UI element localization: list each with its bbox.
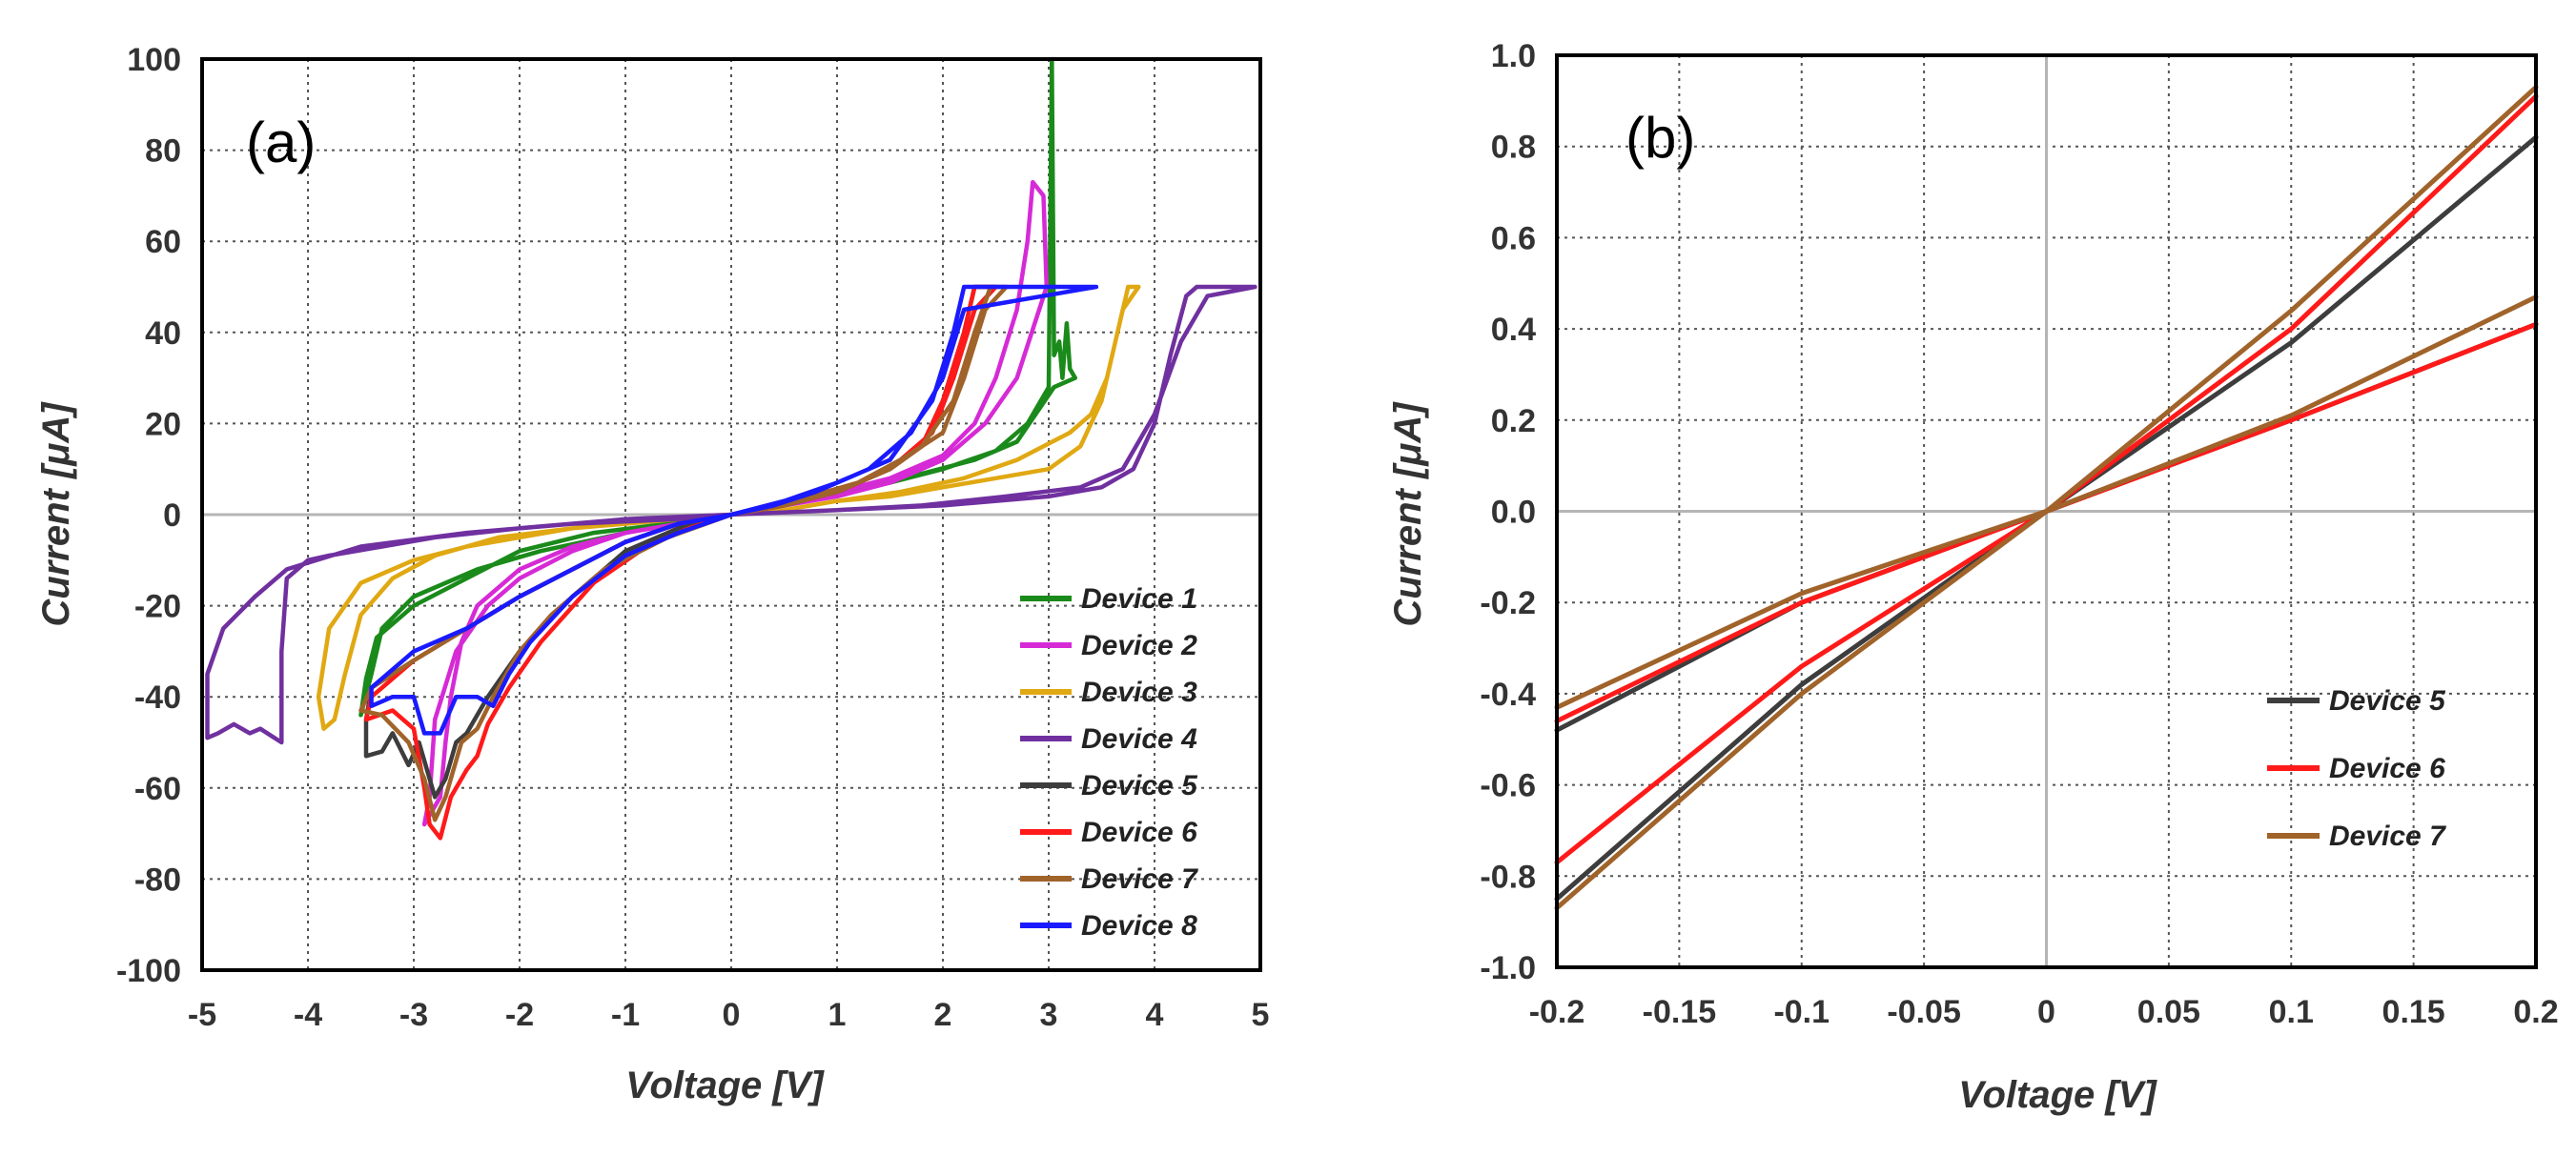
chart-b-y-tick-label: 0.6 <box>1491 220 1536 256</box>
chart-a-y-axis-title: Current [μA] <box>35 401 77 627</box>
chart-a-y-tick-label: 20 <box>145 406 181 442</box>
chart-b-x-tick-label: -0.05 <box>1887 994 1961 1030</box>
chart-b-x-tick-label: -0.1 <box>1773 994 1830 1030</box>
chart-a-legend-label-device-2: Device 2 <box>1081 630 1197 661</box>
chart-b-panel-label: (b) <box>1625 106 1695 170</box>
chart-b-series-group <box>1554 85 2539 911</box>
chart-b-y-tick-labels: -1.0 -0.8 -0.6 -0.4 -0.2 0.0 0.2 0.4 0.6 0.8 1.0 <box>1480 38 1536 986</box>
chart-b-x-tick-label: 0.2 <box>2513 994 2558 1030</box>
chart-a-legend-label-device-5: Device 5 <box>1081 770 1198 801</box>
chart-b-y-tick-label: -0.8 <box>1480 859 1536 895</box>
chart-b: -0.2 -0.15 -0.1 -0.05 0 0.05 0.1 0.15 0.2 -1.0 -0… <box>1387 38 2559 1116</box>
chart-b-y-tick-label: 0.0 <box>1491 495 1536 531</box>
chart-a-y-tick-label: 0 <box>163 497 181 534</box>
chart-a-legend-label-device-7: Device 7 <box>1081 863 1198 895</box>
chart-b-y-tick-label: 0.8 <box>1491 130 1536 166</box>
chart-a-x-tick-label: -4 <box>294 997 322 1033</box>
chart-a-y-tick-label: -80 <box>134 862 181 898</box>
chart-a-series-group <box>205 56 1257 841</box>
chart-b-y-tick-label: -0.4 <box>1480 677 1536 713</box>
chart-a-legend-label-device-6: Device 6 <box>1081 817 1197 848</box>
chart-a-x-tick-label: 4 <box>1146 997 1164 1033</box>
chart-b-y-tick-label: 0.4 <box>1491 312 1536 348</box>
chart-b-legend-label-device-6: Device 6 <box>2329 753 2445 784</box>
chart-a-x-tick-label: -3 <box>399 997 428 1033</box>
chart-a-y-tick-label: 80 <box>145 133 181 170</box>
chart-b-y-tick-label: -1.0 <box>1480 950 1536 986</box>
chart-b-x-tick-label: 0.05 <box>2137 994 2200 1030</box>
chart-b-y-tick-label: 1.0 <box>1491 38 1536 74</box>
chart-b-series-device-7-branch-2 <box>1554 294 2539 710</box>
chart-a-legend-label-device-1: Device 1 <box>1081 583 1197 615</box>
chart-a-plot-frame <box>200 57 1262 972</box>
chart-a-legend: Device 1 Device 2 Device 3 Device 4 Device 5… <box>1020 583 1198 942</box>
chart-b-x-tick-label: 0 <box>2037 994 2055 1030</box>
chart-b-x-tick-label: -0.2 <box>1529 994 1585 1030</box>
chart-a-y-tick-label: -20 <box>134 589 181 625</box>
chart-b-x-axis-title: Voltage [V] <box>1958 1074 2157 1116</box>
chart-b-y-tick-label: -0.2 <box>1480 585 1536 621</box>
chart-a-x-tick-label: 0 <box>723 997 741 1033</box>
chart-a-x-tick-label: -5 <box>188 997 216 1033</box>
chart-b-x-tick-label: -0.15 <box>1643 994 1717 1030</box>
chart-a-y-tick-label: 100 <box>127 42 181 78</box>
chart-b-legend-label-device-7: Device 7 <box>2329 821 2446 852</box>
chart-a-y-tick-labels: -100 -80 -60 -40 -20 0 20 40 60 80 100 <box>116 42 181 989</box>
chart-b-y-axis-title: Current [μA] <box>1387 401 1429 627</box>
chart-b-x-tick-label: 0.15 <box>2382 994 2445 1030</box>
chart-a-x-tick-label: -2 <box>505 997 534 1033</box>
chart-a-x-tick-label: 2 <box>934 997 952 1033</box>
chart-a-y-tick-label: 60 <box>145 224 181 260</box>
chart-b-legend: Device 5 Device 6 Device 7 <box>2267 685 2446 852</box>
chart-a-series-device-3 <box>316 284 1141 731</box>
chart-a-y-tick-label: -100 <box>116 953 181 989</box>
chart-b-x-tick-labels: -0.2 -0.15 -0.1 -0.05 0 0.05 0.1 0.15 0.2 <box>1529 994 2559 1030</box>
chart-a-legend-label-device-4: Device 4 <box>1081 723 1197 755</box>
chart-a-x-axis-title: Voltage [V] <box>625 1065 825 1106</box>
chart-a-series-device-5 <box>363 284 998 800</box>
chart-a-y-tick-label: 40 <box>145 315 181 352</box>
chart-b-y-tick-label: 0.2 <box>1491 403 1536 439</box>
chart-a-legend-label-device-3: Device 3 <box>1081 677 1197 708</box>
chart-a-x-tick-label: 1 <box>828 997 847 1033</box>
chart-a-series-device-8 <box>369 284 1099 736</box>
chart-b-plot-frame <box>1555 53 2538 969</box>
chart-b-y-tick-label: -0.6 <box>1480 768 1536 804</box>
chart-a-y-tick-label: -60 <box>134 771 181 807</box>
chart-b-x-tick-label: 0.1 <box>2269 994 2314 1030</box>
chart-a-x-tick-label: -1 <box>611 997 640 1033</box>
chart-a-x-tick-labels: -5 -4 -3 -2 -1 0 1 2 3 4 5 <box>188 997 1270 1033</box>
chart-a-x-tick-label: 3 <box>1040 997 1058 1033</box>
chart-a-panel-label: (a) <box>246 111 316 174</box>
chart-a-x-tick-label: 5 <box>1252 997 1270 1033</box>
chart-a-series-device-4 <box>205 284 1257 745</box>
chart-a-y-tick-label: -40 <box>134 679 181 716</box>
chart-a: -5 -4 -3 -2 -1 0 1 2 3 4 5 -100 -80 -60 -40 -20 0 20 40 60… <box>35 42 1269 1106</box>
chart-a-legend-label-device-8: Device 8 <box>1081 910 1197 942</box>
chart-a-series-device-6 <box>363 284 998 841</box>
chart-a-series-device-1 <box>358 56 1078 718</box>
chart-b-legend-label-device-5: Device 5 <box>2329 685 2446 717</box>
